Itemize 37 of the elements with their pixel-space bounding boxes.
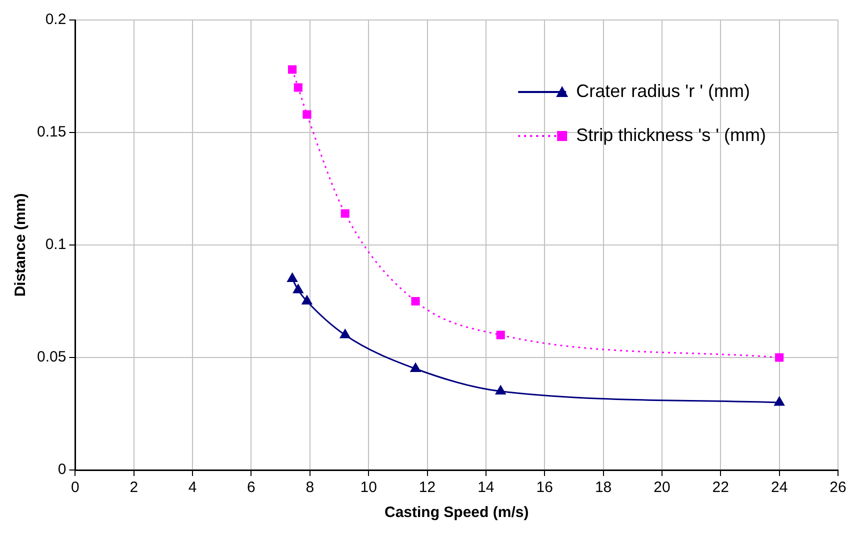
point — [294, 83, 302, 92]
point — [411, 296, 420, 306]
x-tick-label: 10 — [360, 479, 377, 496]
x-tick-label: 0 — [71, 479, 80, 496]
legend-label: Strip thickness 's ' (mm) — [576, 124, 766, 145]
y-axis-title: Distance (mm) — [12, 193, 30, 297]
x-tick-label: 18 — [594, 479, 612, 496]
y-tick-label: 0.05 — [36, 348, 66, 366]
point — [775, 353, 784, 362]
point — [302, 296, 312, 304]
y-tick-label: 0 — [58, 461, 66, 478]
x-tick-label: 16 — [536, 479, 553, 496]
point — [410, 363, 421, 372]
x-tick-label: 12 — [418, 479, 436, 496]
point — [340, 329, 350, 338]
x-tick-label: 22 — [712, 479, 729, 496]
x-tick-label: 2 — [130, 479, 138, 496]
x-tick-label: 26 — [830, 479, 846, 496]
x-tick-label: 20 — [654, 479, 670, 496]
point — [496, 330, 505, 340]
x-tick-label: 8 — [306, 479, 314, 496]
legend-label: Crater radius 'r ' (mm) — [576, 80, 750, 101]
point — [288, 65, 297, 74]
x-tick-label: 14 — [478, 479, 494, 496]
point — [340, 209, 350, 218]
y-tick-label: 0.2 — [45, 11, 66, 28]
point — [774, 396, 784, 406]
x-tick-label: 4 — [188, 479, 197, 496]
point — [496, 386, 506, 394]
x-tick-label: 6 — [247, 479, 256, 496]
y-tick-label: 0.1 — [45, 236, 66, 254]
y-tick-label: 0.15 — [36, 124, 66, 141]
x-axis-title: Casting Speed (m/s) — [384, 504, 529, 522]
x-tick-label: 24 — [770, 479, 788, 496]
point — [293, 284, 304, 294]
point — [302, 110, 312, 119]
point — [287, 273, 298, 282]
